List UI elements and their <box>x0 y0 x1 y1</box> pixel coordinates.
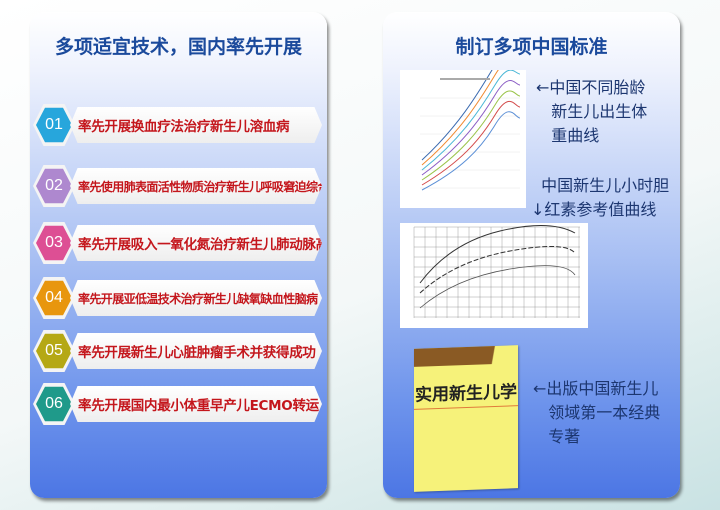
left-panel: 多项适宜技术，国内率先开展 01 率先开展换血疗法治疗新生儿溶血病 02 率先使… <box>30 12 327 498</box>
list-item: 05 率先开展新生儿心脏肿瘤手术并获得成功 <box>33 330 324 372</box>
birth-weight-curves <box>420 48 521 191</box>
item-label: 率先开展新生儿心脏肿瘤手术并获得成功 <box>70 333 322 369</box>
item-label: 率先开展国内最小体重早产儿ECMO转运 <box>70 386 322 422</box>
birth-weight-note: ←中国不同胎龄 新生儿出生体 重曲线 <box>536 78 648 145</box>
bilirubin-curves <box>413 224 580 318</box>
right-panel: 制订多项中国标准 ←中国不同胎龄 新生儿出生体 重曲线 中国新生儿小时胆 ↓红素… <box>383 12 680 498</box>
bilirubin-curve-image <box>400 223 588 328</box>
list-item: 03 率先开展吸入一氧化氮治疗新生儿肺动脉高压 <box>33 222 324 264</box>
book-note: ←出版中国新生儿 领域第一本经典 专著 <box>533 379 661 446</box>
weight-percentile-curve <box>421 100 521 186</box>
list-item: 06 率先开展国内最小体重早产儿ECMO转运 <box>33 383 324 425</box>
weight-percentile-curve <box>421 69 521 171</box>
birth-weight-curve-image <box>400 48 526 208</box>
weight-percentile-curve <box>421 111 521 191</box>
item-label: 率先开展换血疗法治疗新生儿溶血病 <box>70 107 322 143</box>
bilirubin-note: 中国新生儿小时胆 ↓红素参考值曲线 <box>531 176 670 219</box>
book-cover: 实用新生儿学 <box>414 345 518 492</box>
weight-percentile-curve <box>421 90 521 181</box>
list-item: 04 率先开展亚低温技术治疗新生儿缺氧缺血性脑病 <box>33 277 324 319</box>
book-title: 实用新生儿学 <box>414 377 518 410</box>
right-panel-title: 制订多项中国标准 <box>455 36 608 58</box>
number-badge: 04 <box>36 280 72 316</box>
item-label: 率先使用肺表面活性物质治疗新生儿呼吸窘迫综合征 <box>70 168 322 204</box>
item-label: 率先开展亚低温技术治疗新生儿缺氧缺血性脑病 <box>70 280 322 316</box>
left-panel-title: 多项适宜技术，国内率先开展 <box>54 36 302 58</box>
number-badge: 05 <box>36 333 72 369</box>
book-banner <box>414 345 518 367</box>
number-badge: 06 <box>36 386 72 422</box>
list-item: 02 率先使用肺表面活性物质治疗新生儿呼吸窘迫综合征 <box>33 165 324 207</box>
weight-percentile-curve <box>421 80 521 176</box>
item-label: 率先开展吸入一氧化氮治疗新生儿肺动脉高压 <box>70 225 322 261</box>
weight-percentile-curve <box>421 59 521 166</box>
list-item: 01 率先开展换血疗法治疗新生儿溶血病 <box>33 104 324 146</box>
